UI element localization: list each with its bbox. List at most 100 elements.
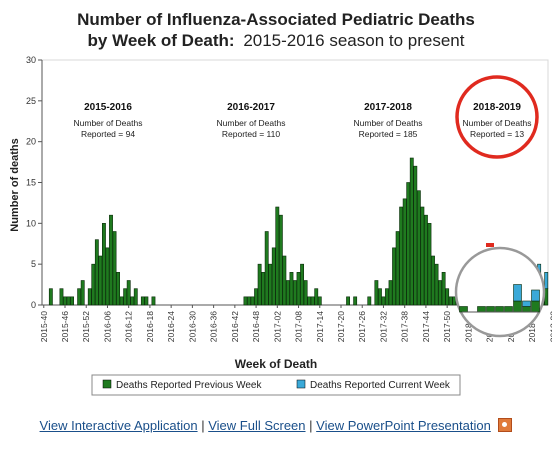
magnified-bar-previous: [486, 306, 495, 313]
highlight-circle: [455, 75, 539, 159]
bar-previous-week: [293, 280, 297, 306]
bar-previous-week: [102, 223, 106, 306]
bar-previous-week: [130, 296, 135, 306]
bar-previous-week: [151, 296, 156, 306]
magnified-bar-current: [531, 289, 540, 302]
bar-previous-week: [48, 288, 53, 306]
bar-previous-week: [275, 206, 280, 306]
bar-previous-week: [112, 231, 117, 306]
magnified-bar-previous: [504, 306, 513, 313]
bar-previous-week: [381, 296, 386, 306]
bar-previous-week: [409, 157, 414, 306]
y-tick-label: 15: [26, 178, 36, 188]
bar-previous-week: [98, 255, 103, 306]
powerpoint-link[interactable]: View PowerPoint Presentation: [316, 418, 491, 433]
x-tick-label: 2016-06: [102, 311, 112, 342]
y-tick-label: 30: [26, 55, 36, 65]
bar-previous-week: [416, 190, 421, 306]
bar-previous-week: [406, 182, 411, 306]
season-count-line2: Reported = 110: [222, 129, 280, 139]
x-tick-label: 2015-52: [81, 311, 91, 342]
bar-previous-week: [392, 247, 396, 306]
powerpoint-icon[interactable]: [498, 418, 513, 432]
season-count-line2: Reported = 94: [81, 129, 135, 139]
magnified-bar-current: [522, 300, 531, 307]
bar-previous-week: [278, 214, 283, 306]
bar-previous-week: [126, 280, 131, 306]
x-tick-label: 2018-28: [548, 311, 552, 342]
chart-svg: Number of Influenza-Associated Pediatric…: [9, 10, 552, 396]
bar-previous-week: [257, 263, 262, 306]
x-tick-label: 2016-42: [230, 311, 240, 342]
magnified-bar-previous: [477, 306, 486, 313]
bar-previous-week: [109, 214, 113, 306]
red-marker: [486, 243, 494, 247]
bar-previous-week: [66, 296, 71, 306]
bar-previous-week: [385, 288, 389, 306]
x-tick-label: 2016-30: [187, 311, 197, 342]
bar-previous-week: [424, 214, 428, 306]
legend-swatch-current: [296, 379, 306, 389]
chart-title-line1: Number of Influenza-Associated Pediatric…: [77, 10, 475, 29]
bar-previous-week: [282, 255, 287, 306]
bar-previous-week: [438, 280, 442, 306]
bar-previous-week: [296, 272, 301, 306]
bar-previous-week: [116, 272, 120, 306]
chart-title-line2: by Week of Death: 2015-2016 season to pr…: [88, 31, 465, 50]
season-count-line1: Number of Deaths: [74, 118, 143, 128]
season-title: 2016-2017: [227, 102, 275, 113]
season-title: 2015-2016: [84, 102, 132, 113]
bar-previous-week: [346, 296, 350, 306]
x-tick-label: 2015-40: [39, 311, 49, 342]
legend-label-previous: Deaths Reported Previous Week: [116, 380, 262, 391]
bar-previous-week: [254, 288, 258, 306]
bar-previous-week: [94, 239, 99, 306]
x-tick-label: 2017-08: [294, 311, 304, 342]
y-tick-label: 25: [26, 96, 36, 106]
full-screen-link[interactable]: View Full Screen: [208, 418, 306, 433]
chart-title-line2-bold: by Week of Death:: [88, 31, 235, 50]
magnifier-circle: [454, 246, 546, 338]
magnified-bar-previous: [513, 300, 522, 313]
bar-previous-week: [314, 288, 319, 306]
season-count-line1: Number of Deaths: [354, 118, 423, 128]
bar-previous-week: [374, 280, 379, 306]
bar-previous-week: [378, 288, 382, 306]
bar-previous-week: [431, 255, 435, 306]
bar-previous-week: [420, 206, 425, 306]
x-tick-label: 2017-14: [315, 311, 325, 342]
legend-label-current: Deaths Reported Current Week: [310, 380, 451, 391]
bar-previous-week: [144, 296, 149, 306]
bar-previous-week: [63, 296, 67, 306]
bar-previous-week: [87, 288, 92, 306]
chart-frame: Number of Influenza-Associated Pediatric…: [9, 10, 552, 396]
chart-title-line2-rest: 2015-2016 season to present: [243, 31, 464, 50]
bar-previous-week: [140, 296, 145, 306]
bar-previous-week: [399, 206, 404, 306]
magnified-bar-previous: [459, 306, 468, 313]
link-separator: |: [201, 418, 205, 433]
season-title: 2018-2019: [473, 102, 521, 113]
bar-current-week: [544, 272, 549, 289]
bar-previous-week: [268, 263, 273, 306]
season-count-line1: Number of Deaths: [217, 118, 286, 128]
bar-previous-week: [413, 165, 418, 306]
bar-previous-week: [264, 231, 269, 306]
bar-previous-week: [427, 223, 432, 306]
x-tick-label: 2017-50: [442, 311, 452, 342]
y-tick-label: 5: [31, 259, 36, 269]
bar-previous-week: [105, 247, 110, 306]
bar-previous-week: [70, 296, 74, 306]
x-tick-label: 2017-44: [421, 311, 431, 342]
x-tick-label: 2017-20: [336, 311, 346, 342]
y-tick-label: 10: [26, 218, 36, 228]
interactive-app-link[interactable]: View Interactive Application: [39, 418, 198, 433]
links-bar: View Interactive Application | View Full…: [0, 418, 552, 433]
magnified-bar-previous: [495, 306, 504, 313]
legend-box: [91, 374, 461, 396]
x-tick-label: 2017-26: [357, 311, 367, 342]
season-count-line2: Reported = 185: [359, 129, 418, 139]
bar-previous-week: [307, 296, 312, 306]
x-axis-label: Week of Death: [235, 357, 317, 371]
bar-previous-week: [123, 288, 128, 306]
